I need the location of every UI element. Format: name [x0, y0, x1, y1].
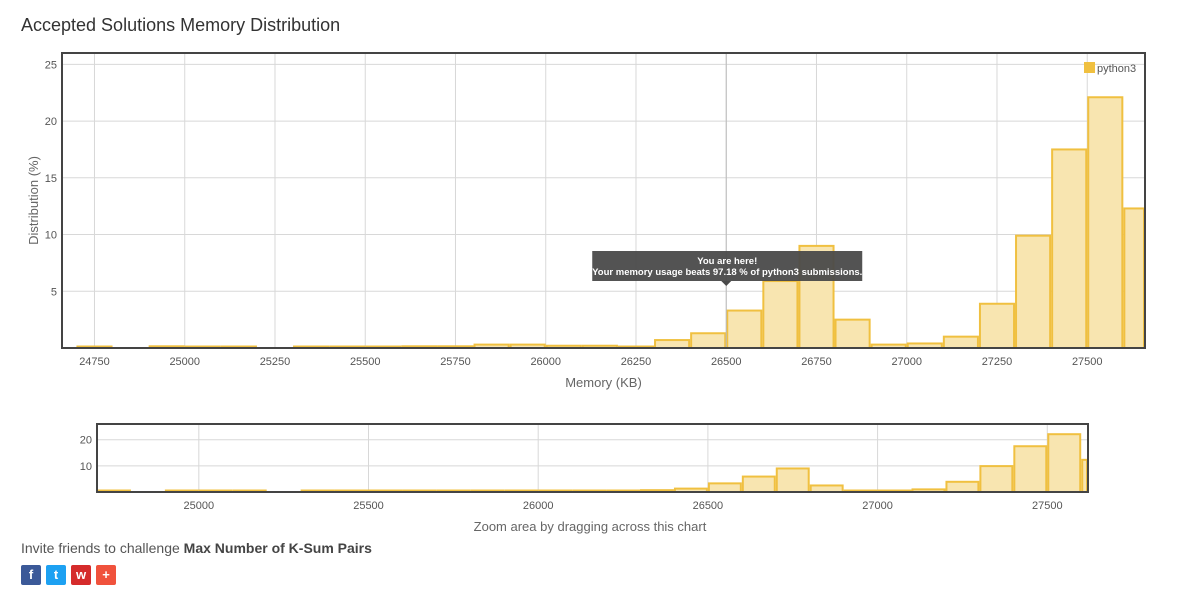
bar[interactable] — [942, 335, 979, 349]
main-plot-frame — [61, 52, 1146, 349]
page-title: Accepted Solutions Memory Distribution — [21, 15, 341, 35]
zoom-bar — [945, 480, 980, 493]
zoom-x-tick-label: 25500 — [353, 500, 384, 512]
tooltip: You are here! Your memory usage beats 97… — [592, 251, 862, 286]
problem-name: Max Number of K-Sum Pairs — [183, 540, 372, 556]
weibo-icon[interactable]: w — [71, 565, 91, 585]
main-chart: 24750 25000 25250 25500 25750 26000 26250 26500… — [26, 52, 1146, 390]
y-tick-label: 20 — [45, 116, 57, 128]
x-axis-label: Memory (KB) — [565, 375, 642, 390]
legend[interactable]: python3 — [1084, 62, 1136, 75]
legend-label-python3: python3 — [1097, 63, 1136, 75]
zoom-y-tick-label: 10 — [80, 461, 92, 473]
zoom-x-ticks: 25000 25500 26000 26500 27000 27500 — [184, 500, 1063, 512]
main-x-ticks: 24750 25000 25250 25500 25750 26000 26250 26500… — [79, 356, 1102, 368]
bar[interactable] — [762, 280, 799, 349]
bar[interactable] — [978, 302, 1016, 349]
y-tick-label: 5 — [51, 286, 57, 298]
x-tick-label: 25250 — [260, 356, 291, 368]
twitter-icon[interactable]: t — [46, 565, 66, 585]
tooltip-line-1: You are here! — [697, 256, 757, 267]
zoom-chart[interactable]: 25000 25500 26000 26500 27000 27500 10 20 Zoom… — [80, 423, 1089, 534]
legend-swatch-python3 — [1084, 62, 1095, 73]
bar[interactable] — [1123, 207, 1145, 349]
y-tick-label: 25 — [45, 59, 57, 71]
zoom-bar — [1081, 458, 1088, 494]
zoom-bar — [1047, 433, 1082, 494]
tooltip-box — [592, 251, 863, 281]
y-axis-label: Distribution (%) — [26, 156, 41, 245]
bar[interactable] — [726, 309, 763, 349]
x-tick-label: 25500 — [350, 356, 381, 368]
x-tick-label: 26000 — [530, 356, 561, 368]
zoom-x-tick-label: 26000 — [523, 500, 554, 512]
zoom-x-tick-label: 27500 — [1032, 500, 1063, 512]
x-tick-label: 27500 — [1072, 356, 1103, 368]
x-tick-label: 25750 — [440, 356, 471, 368]
zoom-bar — [979, 465, 1014, 494]
zoom-y-ticks: 10 20 — [80, 435, 92, 473]
zoom-plot-frame — [96, 423, 1089, 493]
bar[interactable] — [1015, 234, 1052, 349]
bar[interactable] — [1087, 96, 1124, 349]
bar[interactable] — [654, 339, 691, 349]
bar[interactable] — [834, 318, 871, 349]
zoom-y-tick-label: 20 — [80, 435, 92, 447]
zoom-bar — [775, 467, 810, 494]
zoom-x-tick-label: 27000 — [862, 500, 893, 512]
zoom-bar — [741, 475, 776, 494]
main-y-ticks: 5 10 15 20 25 — [45, 59, 57, 298]
zoom-bars — [97, 433, 1088, 494]
invite-text: Invite friends to challenge Max Number o… — [21, 540, 372, 556]
bar[interactable] — [1051, 148, 1088, 349]
zoom-x-tick-label: 25000 — [184, 500, 215, 512]
zoom-instruction: Zoom area by dragging across this chart — [474, 519, 707, 534]
zoom-grid — [97, 424, 1088, 492]
x-tick-label: 25000 — [169, 356, 200, 368]
x-tick-label: 26500 — [711, 356, 742, 368]
x-tick-label: 26750 — [801, 356, 832, 368]
main-bars — [76, 96, 1145, 350]
facebook-icon[interactable]: f — [21, 565, 41, 585]
tooltip-pointer — [721, 281, 732, 286]
x-tick-label: 27250 — [982, 356, 1013, 368]
x-tick-label: 24750 — [79, 356, 110, 368]
tooltip-line-2: Your memory usage beats 97.18 % of pytho… — [592, 267, 862, 278]
zoom-bar — [1013, 445, 1048, 494]
invite-prefix: Invite friends to challenge — [21, 540, 184, 556]
more-share-icon[interactable]: + — [96, 565, 116, 585]
y-tick-label: 10 — [45, 230, 57, 242]
x-tick-label: 26250 — [621, 356, 652, 368]
x-tick-label: 27000 — [891, 356, 922, 368]
y-tick-label: 15 — [45, 173, 57, 185]
bar[interactable] — [690, 332, 727, 349]
zoom-x-tick-label: 26500 — [693, 500, 724, 512]
zoom-bar — [707, 482, 742, 494]
